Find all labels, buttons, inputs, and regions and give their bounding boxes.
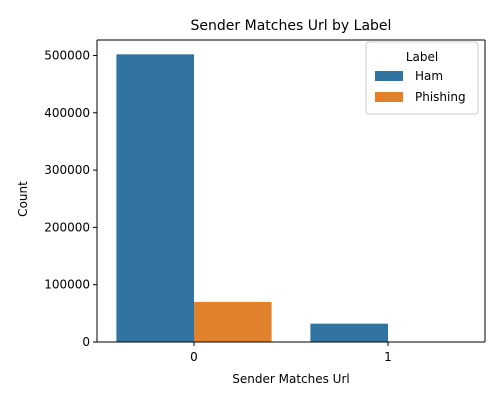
y-tick-label: 500000 bbox=[44, 48, 90, 62]
bar-phishing-0 bbox=[194, 301, 272, 342]
bar-ham-0 bbox=[116, 54, 194, 342]
y-tick-label: 0 bbox=[82, 335, 90, 349]
y-tick-label: 100000 bbox=[44, 278, 90, 292]
chart-title: Sender Matches Url by Label bbox=[191, 18, 392, 34]
bar-ham-1 bbox=[310, 323, 388, 342]
x-axis-label: Sender Matches Url bbox=[232, 372, 349, 386]
y-axis-label: Count bbox=[16, 181, 30, 217]
legend-label-ham: Ham bbox=[415, 69, 443, 83]
legend-label-phishing: Phishing bbox=[415, 90, 466, 104]
legend-swatch-phishing bbox=[375, 92, 403, 102]
legend-title: Label bbox=[406, 50, 438, 64]
x-tick-label: 0 bbox=[190, 350, 198, 364]
plot-area: 0 100000 200000 300000 400000 500000 0 1 bbox=[44, 39, 486, 364]
y-tick-label: 200000 bbox=[44, 220, 90, 234]
legend-swatch-ham bbox=[375, 71, 403, 81]
y-tick-label: 300000 bbox=[44, 163, 90, 177]
x-tick-label: 1 bbox=[384, 350, 392, 364]
y-tick-label: 400000 bbox=[44, 106, 90, 120]
legend: Label Ham Phishing bbox=[365, 41, 479, 115]
